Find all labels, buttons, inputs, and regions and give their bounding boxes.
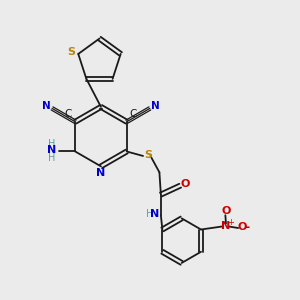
Text: O: O: [221, 206, 231, 216]
Text: H: H: [146, 209, 153, 219]
Text: -: -: [244, 221, 250, 234]
Text: H: H: [48, 139, 55, 149]
Text: N: N: [42, 101, 51, 111]
Text: N: N: [47, 145, 56, 155]
Text: C: C: [130, 109, 137, 119]
Text: O: O: [238, 222, 247, 233]
Text: +: +: [227, 218, 234, 226]
Text: N: N: [221, 220, 231, 231]
Text: N: N: [151, 101, 160, 111]
Text: S: S: [144, 150, 152, 160]
Text: O: O: [181, 179, 190, 190]
Text: S: S: [67, 47, 75, 58]
Text: H: H: [48, 153, 55, 163]
Text: N: N: [96, 168, 106, 178]
Text: C: C: [64, 109, 71, 119]
Text: N: N: [150, 209, 160, 219]
